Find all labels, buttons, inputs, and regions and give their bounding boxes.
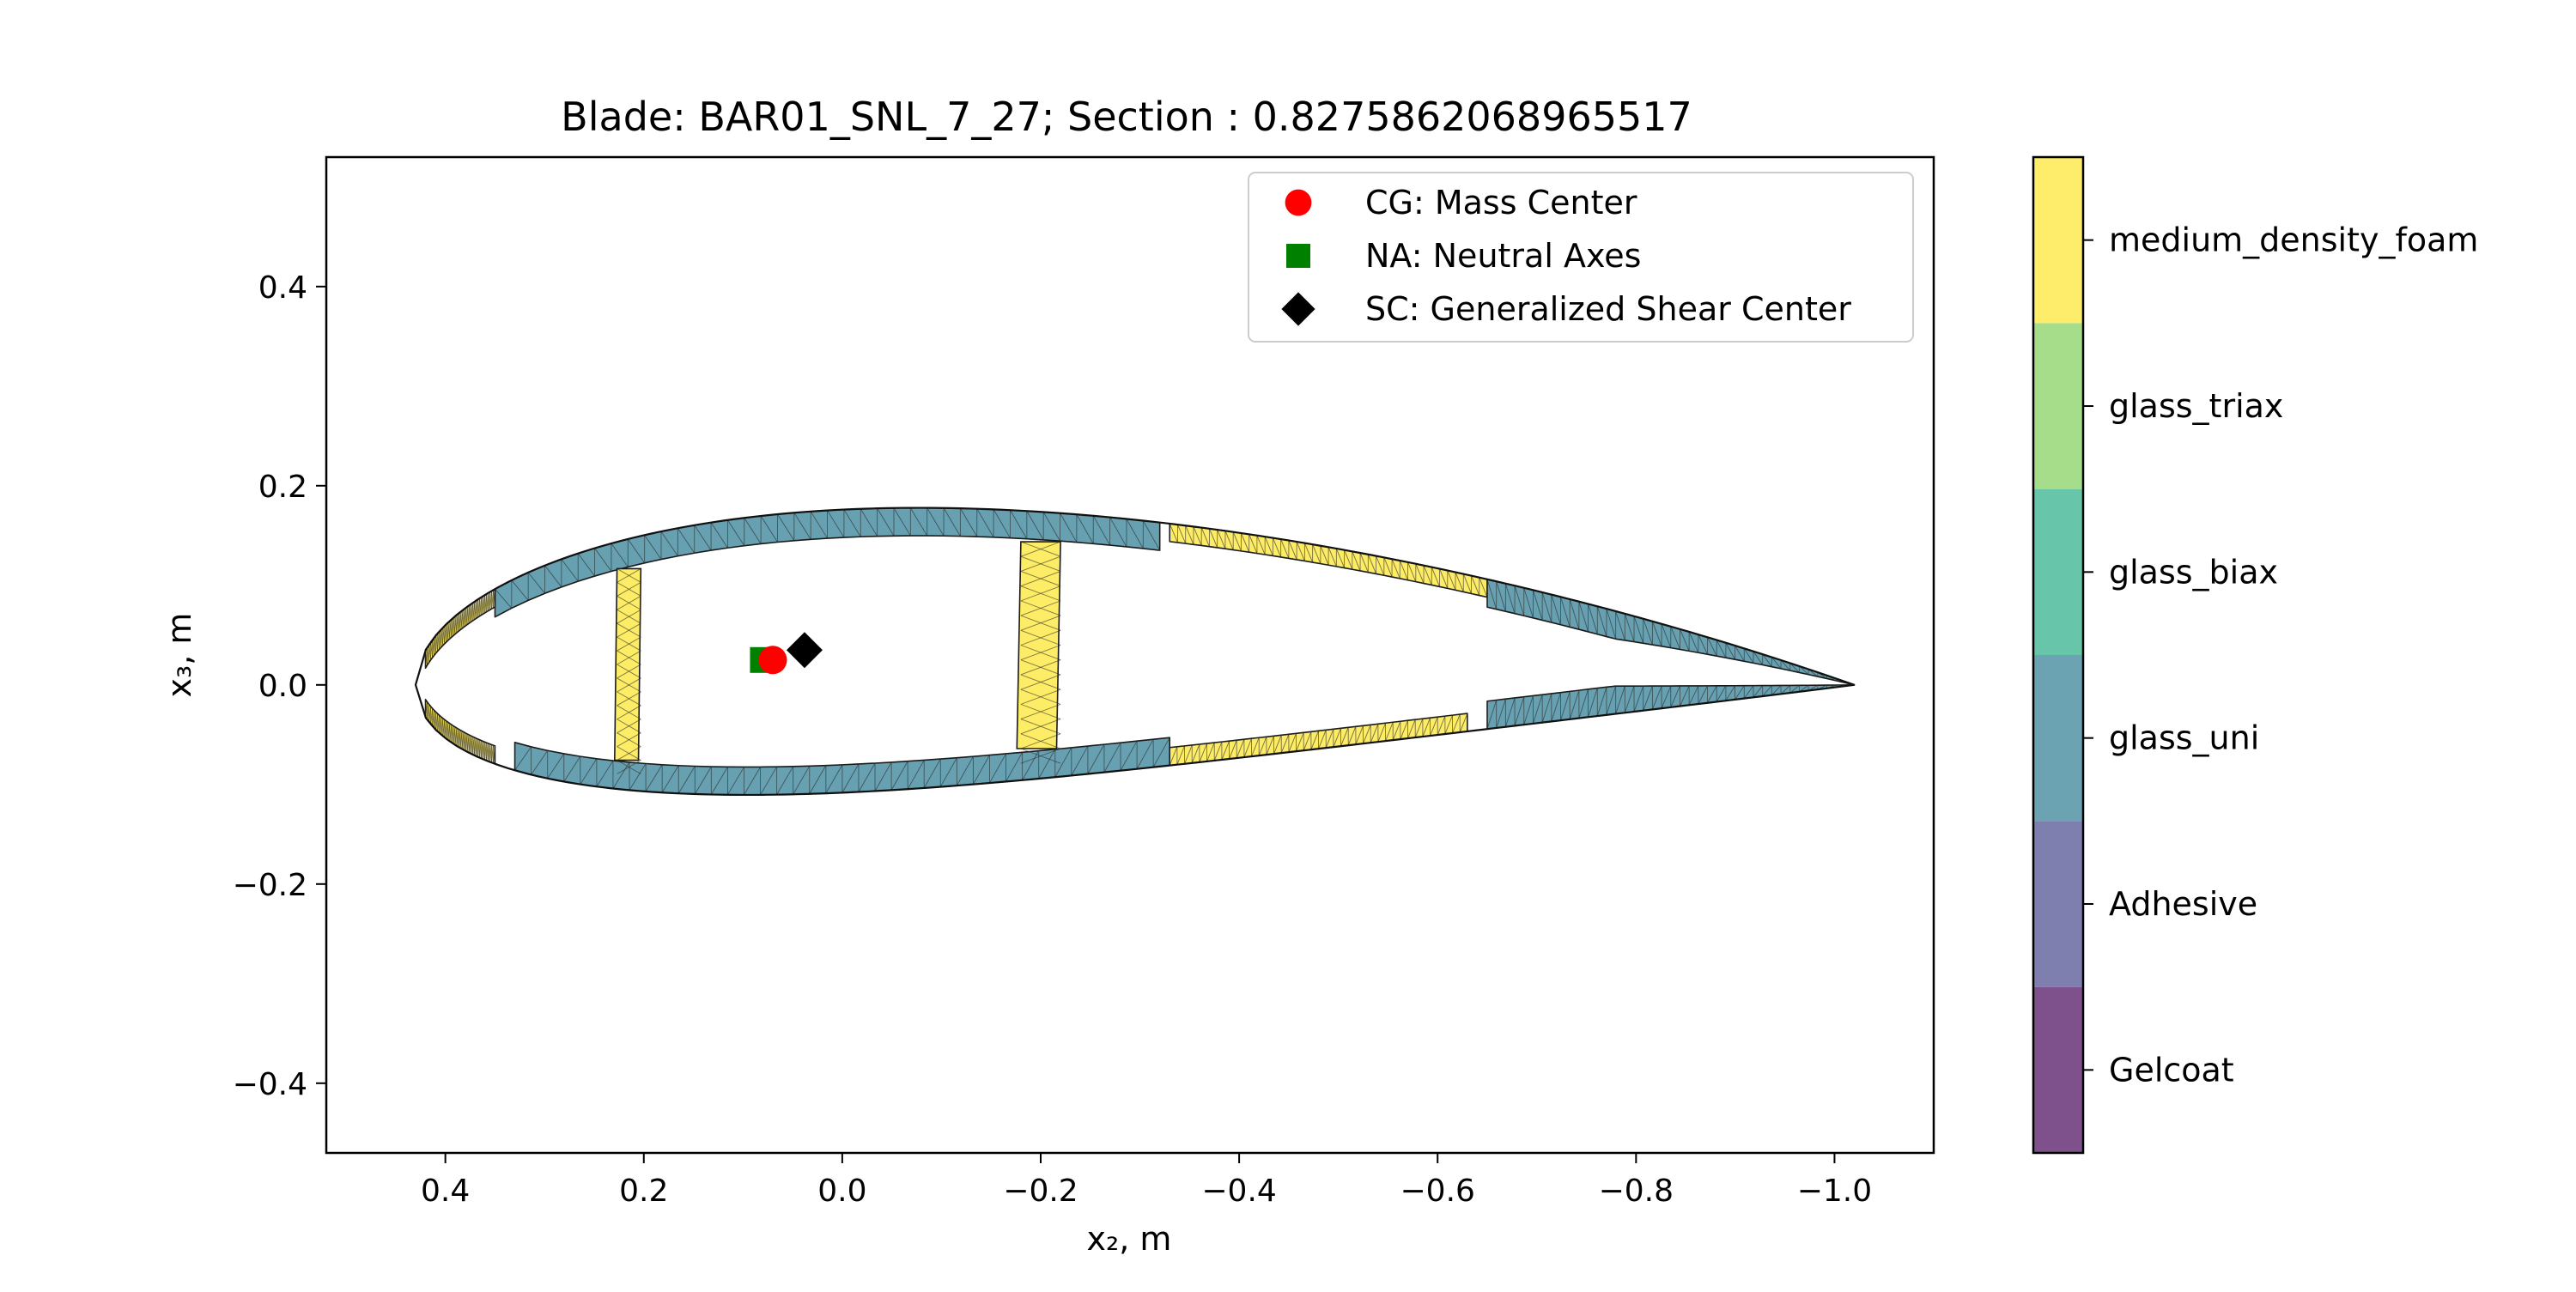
legend-cg-label: CG: Mass Center xyxy=(1365,184,1637,221)
mesh-lines-7 xyxy=(1486,684,1855,730)
colorbar-swatch-medium-density-foam xyxy=(2033,157,2083,324)
colorbar-swatch-glass-uni xyxy=(2033,655,2083,822)
x-axis-ticks: 0.4 0.2 0.0 −0.2 −0.4 −0.6 −0.8 −1.0 xyxy=(421,1153,1872,1209)
mesh-lines-4 xyxy=(1169,523,1488,597)
colorbar-label: Adhesive xyxy=(2109,885,2257,923)
mesh-lines-1 xyxy=(514,737,1170,796)
y-tick-label: −0.4 xyxy=(233,1067,307,1102)
y-tick-label: 0.0 xyxy=(258,669,307,704)
colorbar-label: medium_density_foam xyxy=(2109,221,2478,259)
colorbar-frame xyxy=(2032,155,2085,1155)
mesh-lines-6 xyxy=(1486,579,1855,686)
y-tick-label: 0.4 xyxy=(258,270,307,306)
y-axis-label: x₃, m xyxy=(161,613,198,698)
x-tick-label: −0.4 xyxy=(1201,1174,1276,1209)
mesh-lines-0 xyxy=(494,507,1161,617)
x-axis-label: x₂, m xyxy=(1087,1220,1172,1258)
x-tick-label: −1.0 xyxy=(1797,1174,1872,1209)
colorbar-swatch-gelcoat xyxy=(2033,986,2083,1153)
mesh-lines-3 xyxy=(425,699,495,764)
shear-web-mesh-1 xyxy=(617,568,641,774)
y-axis-ticks: 0.4 0.2 0.0 −0.2 −0.4 xyxy=(233,270,326,1102)
legend-cg-marker xyxy=(1285,189,1312,216)
y-tick-label: −0.2 xyxy=(233,868,307,903)
shear-web-mesh-2 xyxy=(1020,541,1061,764)
legend-na-marker xyxy=(1286,244,1310,268)
mesh-lines-2 xyxy=(425,590,495,669)
shear-web-1 xyxy=(613,567,642,761)
legend-box xyxy=(1248,172,1914,343)
legend-sc-label: SC: Generalized Shear Center xyxy=(1365,290,1851,328)
x-tick-label: 0.2 xyxy=(619,1174,668,1209)
sc-marker xyxy=(786,632,823,669)
cg-marker xyxy=(758,646,787,675)
plot-frame xyxy=(325,155,1935,1155)
y-tick-label: 0.2 xyxy=(258,470,307,505)
colorbar-label: glass_uni xyxy=(2109,719,2259,757)
colorbar-swatch-glass-triax xyxy=(2033,323,2083,489)
legend: CG: Mass Center NA: Neutral Axes SC: Gener… xyxy=(1248,172,1914,343)
airfoil-outline xyxy=(414,506,1855,797)
shear-web-2 xyxy=(1016,541,1061,749)
legend-na-label: NA: Neutral Axes xyxy=(1365,237,1641,275)
colorbar-label: Gelcoat xyxy=(2109,1051,2234,1089)
x-tick-label: −0.6 xyxy=(1400,1174,1475,1209)
colorbar-label: glass_biax xyxy=(2109,553,2278,591)
reference-points xyxy=(750,632,823,675)
x-tick-label: −0.2 xyxy=(1003,1174,1078,1209)
x-tick-label: 0.4 xyxy=(421,1174,470,1209)
x-tick-label: −0.8 xyxy=(1599,1174,1674,1209)
colorbar-swatch-adhesive xyxy=(2033,821,2083,987)
colorbar-label: glass_triax xyxy=(2109,387,2283,425)
legend-sc-marker xyxy=(1281,292,1315,326)
mesh-lines-5 xyxy=(1169,713,1468,766)
chart-title: Blade: BAR01_SNL_7_27; Section : 0.82758… xyxy=(561,94,1692,140)
x-tick-label: 0.0 xyxy=(817,1174,866,1209)
airfoil-section xyxy=(414,506,1856,797)
colorbar-swatch-glass-biax xyxy=(2033,488,2083,655)
material-colorbar: Gelcoat Adhesive glass_uni glass_biax glass_… xyxy=(2032,155,2478,1155)
